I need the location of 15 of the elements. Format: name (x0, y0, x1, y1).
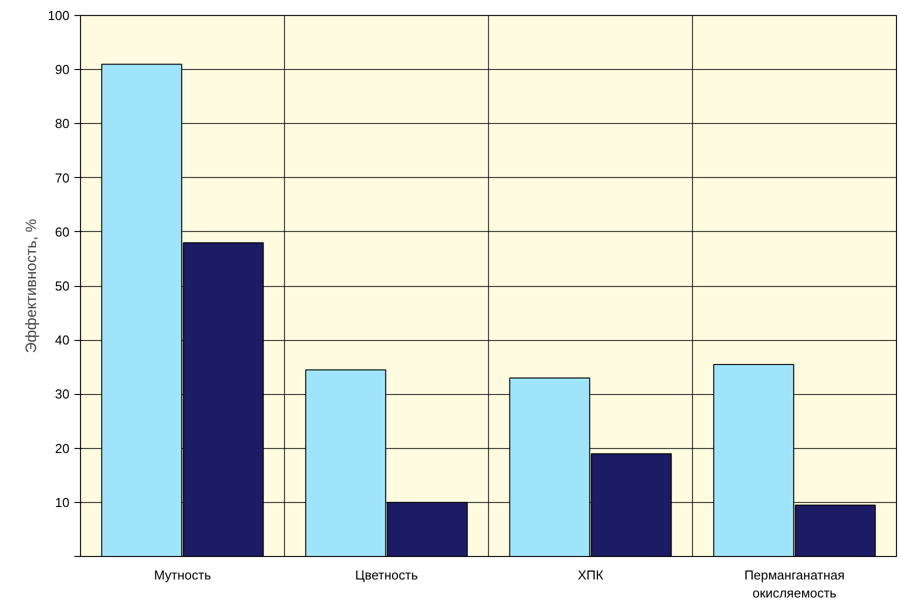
y-tick-label: 30 (55, 386, 70, 402)
y-tick-label: 80 (55, 116, 70, 132)
y-tick-label: 90 (55, 62, 70, 78)
x-tick-label: Перманганатная окисляемость (744, 568, 845, 600)
x-tick-label: Мутность (154, 568, 212, 582)
y-tick-label: 50 (55, 278, 70, 294)
y-tick-label: 20 (55, 440, 70, 456)
y-tick-label: 70 (55, 170, 70, 186)
y-tick-label: 100 (48, 8, 70, 23)
x-tick-label: ХПК (578, 568, 604, 582)
y-axis-title: Эффективность, % (22, 218, 40, 354)
y-tick-label: 40 (55, 332, 70, 348)
x-tick-label: Цветность (355, 568, 418, 582)
y-tick-label: 60 (55, 224, 70, 240)
y-tick-label: 10 (55, 494, 70, 510)
